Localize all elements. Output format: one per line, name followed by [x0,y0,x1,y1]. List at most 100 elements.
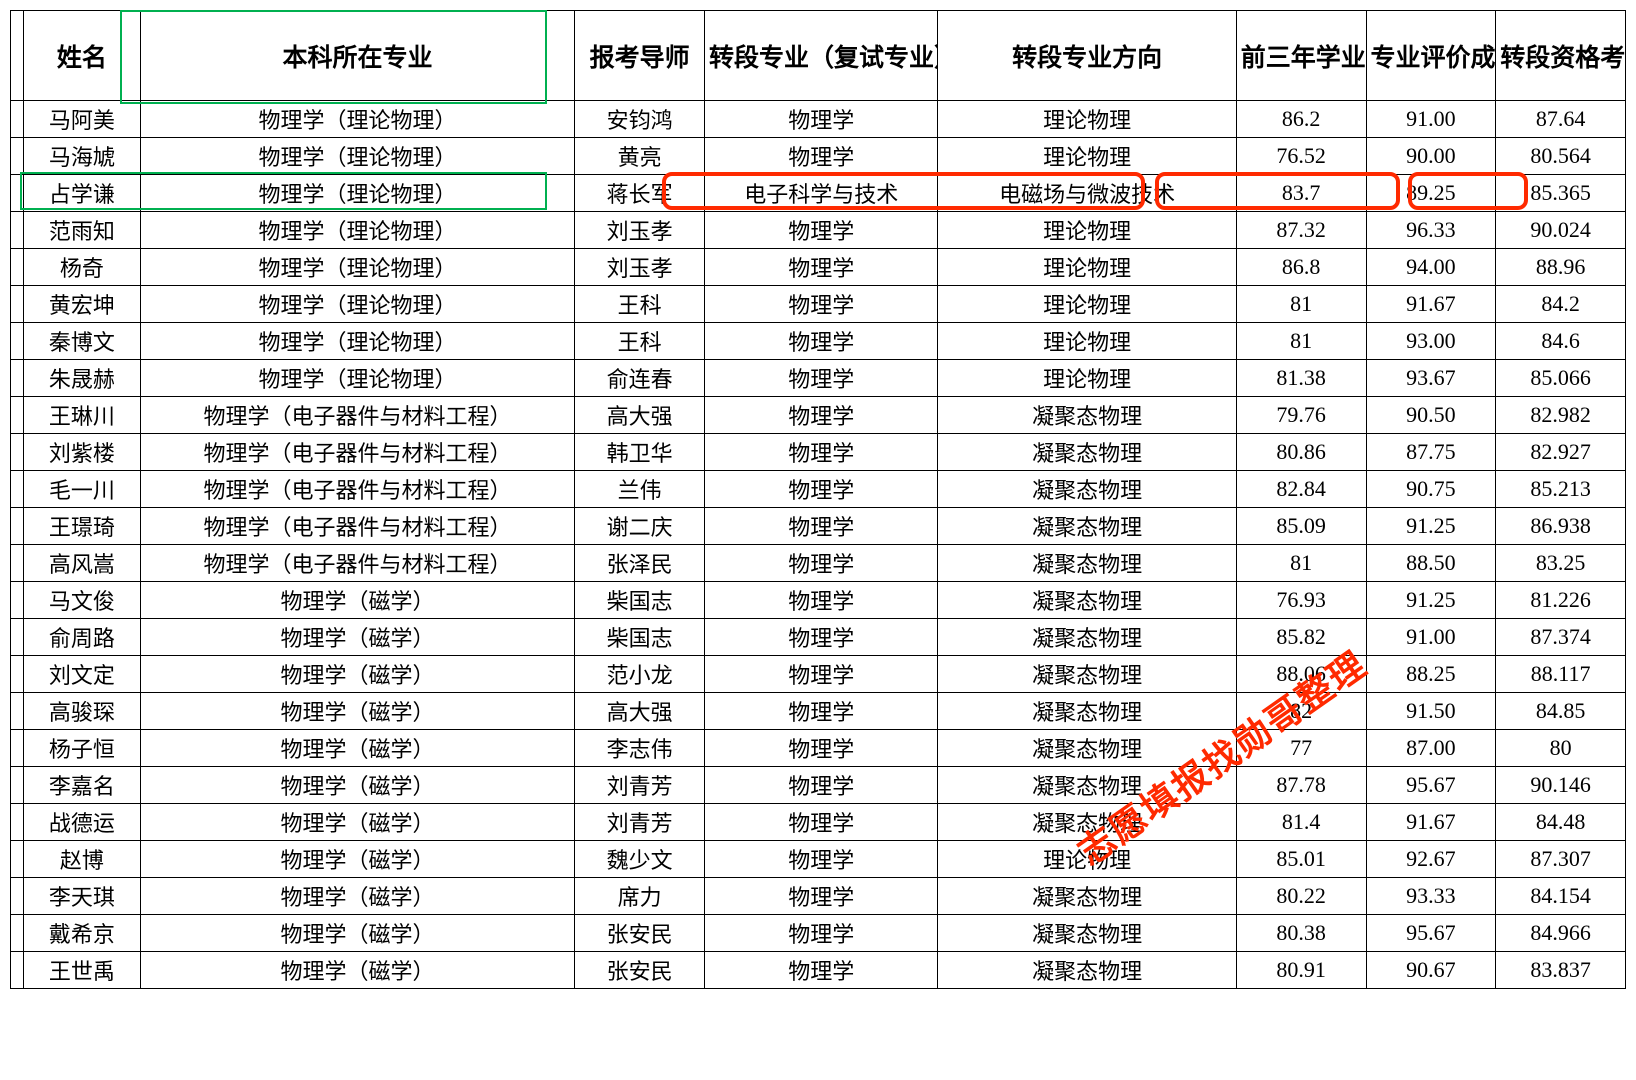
cell-advisor: 高大强 [575,693,705,730]
cell-name: 刘文定 [23,656,140,693]
cell-major: 物理学（磁学） [140,619,575,656]
table-body: 马阿美物理学（理论物理）安钧鸿物理学理论物理86.291.0087.64马海虓物… [11,101,1626,989]
table-row: 俞周路物理学（磁学）柴国志物理学凝聚态物理85.8291.0087.374 [11,619,1626,656]
cell-trans: 物理学 [704,360,937,397]
cell-gpa: 80.38 [1236,915,1366,952]
cell-major: 物理学（理论物理） [140,175,575,212]
cell-eval: 87.00 [1366,730,1496,767]
cell-eval: 89.25 [1366,175,1496,212]
cell-major: 物理学（磁学） [140,767,575,804]
cell-direction: 理论物理 [938,841,1236,878]
cell-name: 戴希京 [23,915,140,952]
cell-exam: 90.024 [1496,212,1626,249]
cell-major: 物理学（电子器件与材料工程） [140,545,575,582]
cell-stub [11,804,24,841]
cell-stub [11,249,24,286]
cell-name: 范雨知 [23,212,140,249]
cell-gpa: 86.2 [1236,101,1366,138]
cell-eval: 91.00 [1366,101,1496,138]
header-trans-major: 转段专业（复试专业） [704,11,937,101]
table-row: 战德运物理学（磁学）刘青芳物理学凝聚态物理81.491.6784.48 [11,804,1626,841]
cell-eval: 90.00 [1366,138,1496,175]
cell-exam: 84.966 [1496,915,1626,952]
cell-exam: 82.927 [1496,434,1626,471]
cell-advisor: 高大强 [575,397,705,434]
cell-eval: 96.33 [1366,212,1496,249]
cell-eval: 94.00 [1366,249,1496,286]
cell-trans: 物理学 [704,397,937,434]
header-row: 姓名 本科所在专业 报考导师 转段专业（复试专业） 转段专业方向 前三年学业成绩… [11,11,1626,101]
table-row: 马海虓物理学（理论物理）黄亮物理学理论物理76.5290.0080.564 [11,138,1626,175]
cell-major: 物理学（磁学） [140,841,575,878]
cell-gpa: 81.38 [1236,360,1366,397]
cell-exam: 86.938 [1496,508,1626,545]
cell-direction: 凝聚态物理 [938,878,1236,915]
cell-exam: 84.154 [1496,878,1626,915]
cell-trans: 物理学 [704,952,937,989]
cell-major: 物理学（理论物理） [140,286,575,323]
cell-direction: 凝聚态物理 [938,471,1236,508]
cell-name: 黄宏坤 [23,286,140,323]
header-exam: 转段资格考核成绩 [1496,11,1626,101]
cell-major: 物理学（电子器件与材料工程） [140,434,575,471]
cell-gpa: 87.78 [1236,767,1366,804]
cell-gpa: 79.76 [1236,397,1366,434]
table-row: 王世禹物理学（磁学）张安民物理学凝聚态物理80.9190.6783.837 [11,952,1626,989]
table-row: 高骏琛物理学（磁学）高大强物理学凝聚态物理8291.5084.85 [11,693,1626,730]
cell-name: 马文俊 [23,582,140,619]
cell-exam: 80.564 [1496,138,1626,175]
cell-major: 物理学（磁学） [140,582,575,619]
cell-direction: 理论物理 [938,138,1236,175]
cell-exam: 84.6 [1496,323,1626,360]
cell-gpa: 77 [1236,730,1366,767]
cell-name: 占学谦 [23,175,140,212]
cell-direction: 凝聚态物理 [938,508,1236,545]
cell-advisor: 柴国志 [575,619,705,656]
cell-stub [11,360,24,397]
cell-eval: 91.25 [1366,508,1496,545]
cell-exam: 82.982 [1496,397,1626,434]
cell-advisor: 刘玉孝 [575,212,705,249]
cell-advisor: 兰伟 [575,471,705,508]
cell-direction: 凝聚态物理 [938,915,1236,952]
cell-direction: 凝聚态物理 [938,545,1236,582]
cell-name: 朱晟赫 [23,360,140,397]
cell-name: 王世禹 [23,952,140,989]
cell-major: 物理学（电子器件与材料工程） [140,508,575,545]
cell-direction: 凝聚态物理 [938,730,1236,767]
table-row: 王琳川物理学（电子器件与材料工程）高大强物理学凝聚态物理79.7690.5082… [11,397,1626,434]
cell-gpa: 83.7 [1236,175,1366,212]
cell-trans: 物理学 [704,286,937,323]
cell-name: 王璟琦 [23,508,140,545]
header-major: 本科所在专业 [140,11,575,101]
cell-exam: 84.2 [1496,286,1626,323]
cell-direction: 凝聚态物理 [938,397,1236,434]
cell-eval: 91.00 [1366,619,1496,656]
cell-advisor: 黄亮 [575,138,705,175]
cell-trans: 物理学 [704,656,937,693]
cell-stub [11,730,24,767]
cell-exam: 80 [1496,730,1626,767]
table-row: 李天琪物理学（磁学）席力物理学凝聚态物理80.2293.3384.154 [11,878,1626,915]
cell-exam: 81.226 [1496,582,1626,619]
cell-direction: 理论物理 [938,249,1236,286]
cell-eval: 91.67 [1366,286,1496,323]
cell-gpa: 82.84 [1236,471,1366,508]
cell-name: 战德运 [23,804,140,841]
cell-gpa: 80.22 [1236,878,1366,915]
cell-direction: 凝聚态物理 [938,693,1236,730]
cell-name: 王琳川 [23,397,140,434]
header-direction: 转段专业方向 [938,11,1236,101]
cell-stub [11,582,24,619]
cell-gpa: 81.4 [1236,804,1366,841]
cell-name: 高风嵩 [23,545,140,582]
cell-advisor: 蒋长军 [575,175,705,212]
table-row: 戴希京物理学（磁学）张安民物理学凝聚态物理80.3895.6784.966 [11,915,1626,952]
cell-advisor: 李志伟 [575,730,705,767]
table-container: 姓名 本科所在专业 报考导师 转段专业（复试专业） 转段专业方向 前三年学业成绩… [10,10,1626,989]
cell-stub [11,397,24,434]
cell-trans: 物理学 [704,730,937,767]
cell-gpa: 82 [1236,693,1366,730]
cell-gpa: 76.93 [1236,582,1366,619]
cell-trans: 物理学 [704,323,937,360]
